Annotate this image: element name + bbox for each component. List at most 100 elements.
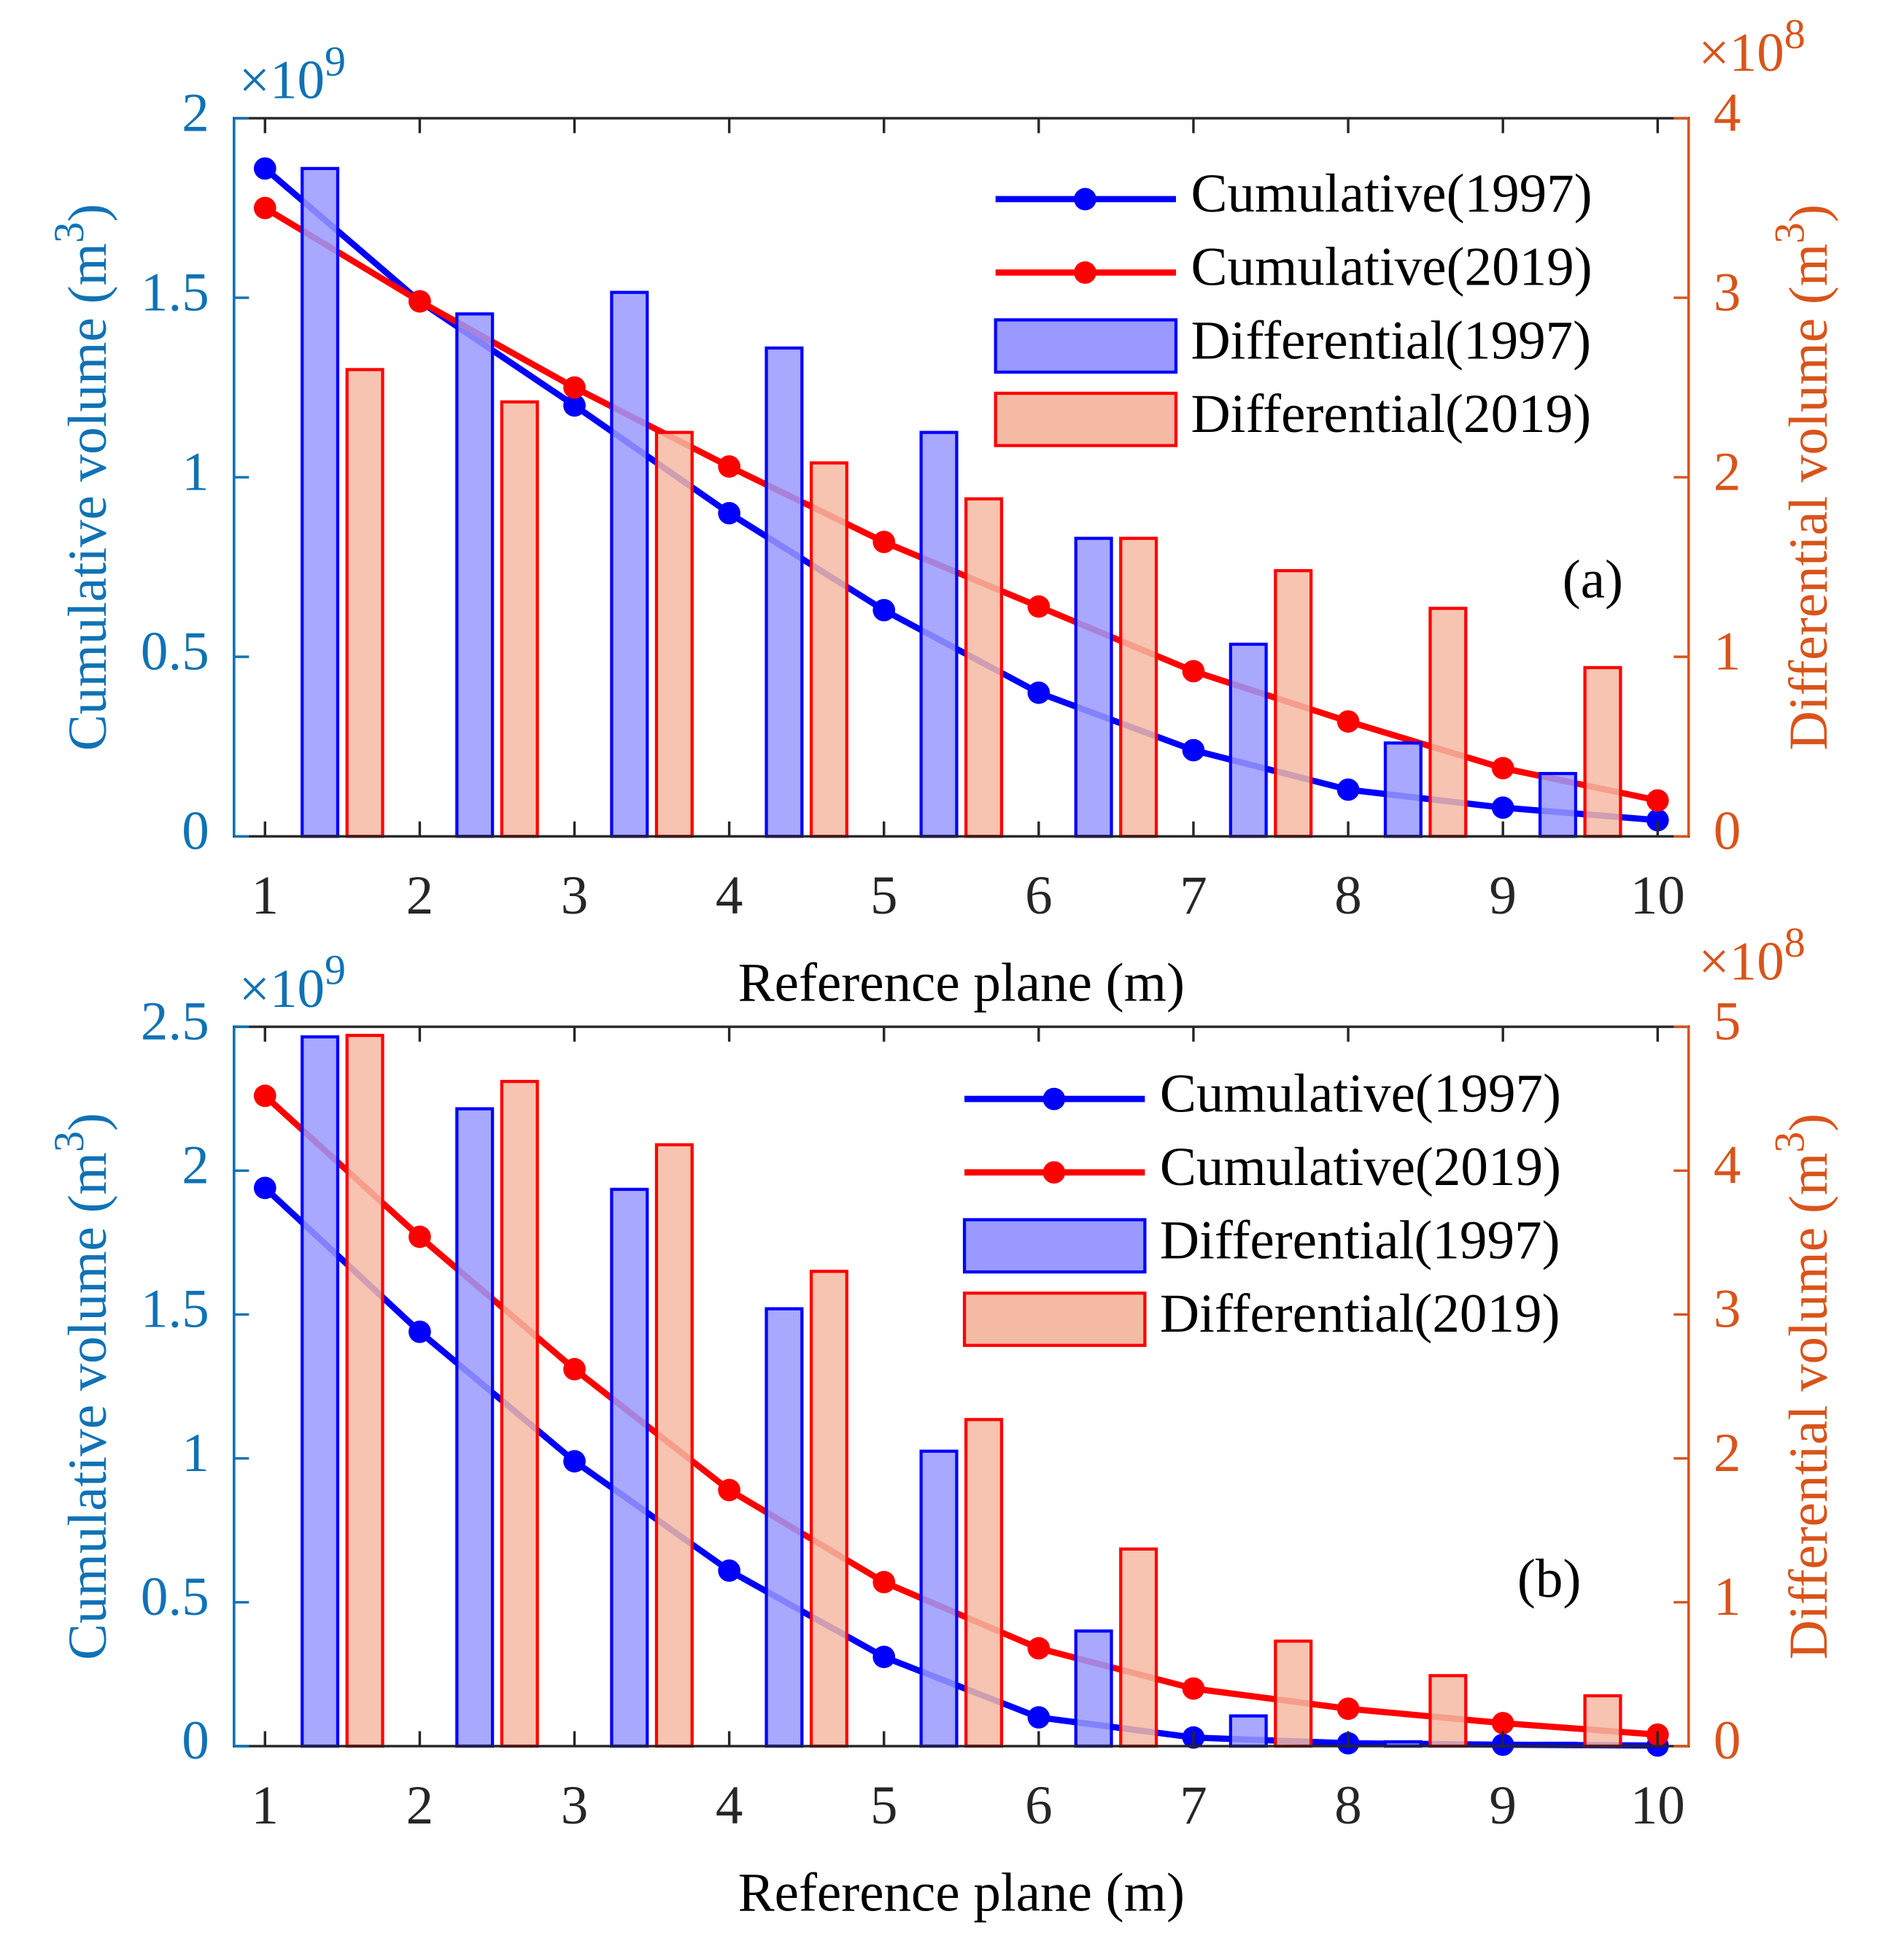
bar	[610, 290, 649, 838]
x-tick-label: 3	[561, 1775, 589, 1836]
y-tick-label: 2.5	[141, 991, 209, 1051]
y2-tick-label: 1	[1714, 1567, 1741, 1627]
x-tick-label: 10	[1630, 865, 1685, 926]
y2-tick-label: 0	[1714, 1710, 1741, 1771]
marker	[718, 455, 740, 478]
exponent-power: 9	[325, 38, 346, 85]
marker	[1182, 1677, 1205, 1700]
marker	[1491, 796, 1514, 819]
x-tick-label: 5	[870, 865, 898, 926]
annotation: (a)	[1563, 549, 1623, 610]
axis-exponent: ×109	[239, 946, 346, 1019]
label-text: Differential volume (m	[1779, 244, 1839, 751]
y-tick-label: 1.5	[141, 262, 209, 323]
marker	[718, 1478, 740, 1502]
bar	[654, 431, 694, 838]
marker	[872, 530, 896, 554]
legend-marker	[1074, 188, 1096, 211]
marker	[253, 157, 276, 180]
bar	[1228, 642, 1268, 838]
label-sup: 3	[1766, 1132, 1814, 1153]
marker	[1491, 757, 1514, 780]
bar	[809, 461, 848, 838]
bar	[1274, 568, 1313, 838]
y2-tick-label: 4	[1714, 1135, 1741, 1196]
bar	[455, 312, 495, 838]
bar	[1383, 741, 1423, 838]
bar	[1583, 1694, 1622, 1748]
x-tick-label: 6	[1025, 1775, 1053, 1836]
y-tick-label: 1.5	[141, 1279, 209, 1340]
legend-label: Cumulative(1997)	[1191, 163, 1592, 224]
y-tick-label: 1	[182, 441, 209, 502]
legend-label: Cumulative(1997)	[1160, 1063, 1561, 1124]
marker	[718, 501, 740, 525]
y-tick-label: 0	[182, 1710, 209, 1771]
bar	[500, 400, 539, 838]
bar	[1074, 1629, 1113, 1748]
label-sup: 3	[45, 1131, 93, 1152]
bar	[1274, 1639, 1313, 1748]
marker	[253, 1176, 276, 1200]
bar	[301, 166, 340, 838]
x-tick-label: 10	[1630, 1775, 1685, 1836]
y-tick-label: 1	[182, 1423, 209, 1483]
x-axis-label: Reference plane (m)	[738, 952, 1185, 1013]
marker	[718, 1559, 740, 1582]
y-tick-label: 2	[182, 1135, 209, 1196]
x-tick-label: 2	[406, 865, 434, 926]
x-tick-label: 1	[252, 1775, 279, 1836]
bar	[919, 431, 959, 838]
bar	[1538, 771, 1578, 838]
legend-label: Differential(2019)	[1160, 1284, 1560, 1344]
marker	[409, 1320, 431, 1343]
label-text: Cumulative volume (m	[58, 1152, 118, 1660]
legend-label: Differential(2019)	[1191, 384, 1591, 444]
line-series	[263, 205, 1659, 804]
x-tick-label: 6	[1025, 865, 1053, 926]
y2-tick-label: 4	[1714, 82, 1741, 143]
bar	[345, 368, 384, 838]
marker	[409, 1225, 431, 1248]
label-text: Differential volume (m	[1779, 1153, 1839, 1660]
marker	[1027, 1637, 1050, 1660]
bar	[610, 1187, 649, 1748]
marker	[1027, 595, 1050, 618]
exponent-power: 8	[1784, 919, 1806, 966]
bar	[765, 1307, 804, 1748]
legend-label: Differential(1997)	[1160, 1211, 1560, 1271]
plot-frame	[233, 1025, 1690, 1748]
legend-swatch	[962, 1218, 1147, 1274]
y2-tick-label: 5	[1714, 991, 1741, 1051]
y2-tick-label: 0	[1714, 800, 1741, 861]
x-tick-label: 8	[1334, 1775, 1362, 1836]
x-tick-label: 8	[1334, 865, 1362, 926]
marker	[409, 290, 431, 313]
marker	[563, 394, 586, 417]
bar	[345, 1033, 384, 1748]
marker	[563, 376, 586, 399]
marker	[1182, 738, 1205, 762]
bar	[1119, 1547, 1158, 1748]
exponent-base: ×10	[1698, 23, 1784, 83]
axis-label: Cumulative volume (m3)	[45, 204, 118, 751]
marker	[1646, 808, 1669, 832]
y2-tick-label: 3	[1714, 1279, 1741, 1340]
marker	[1491, 1712, 1514, 1734]
bar	[919, 1449, 959, 1748]
y2-tick-label: 1	[1714, 621, 1741, 682]
axis-label: Differential volume (m3)	[1766, 1114, 1839, 1660]
y2-tick-label: 2	[1714, 1423, 1741, 1483]
legend-marker	[1042, 1087, 1066, 1111]
y-tick-label: 0	[182, 800, 209, 861]
bar	[500, 1079, 539, 1748]
legend-swatch	[994, 318, 1178, 374]
label-text: Cumulative volume (m	[58, 243, 118, 751]
annotation: (b)	[1517, 1548, 1582, 1609]
axis-exponent: ×108	[1698, 10, 1805, 83]
exponent-base: ×10	[1698, 931, 1784, 992]
marker	[253, 1084, 276, 1108]
marker	[563, 1450, 586, 1473]
